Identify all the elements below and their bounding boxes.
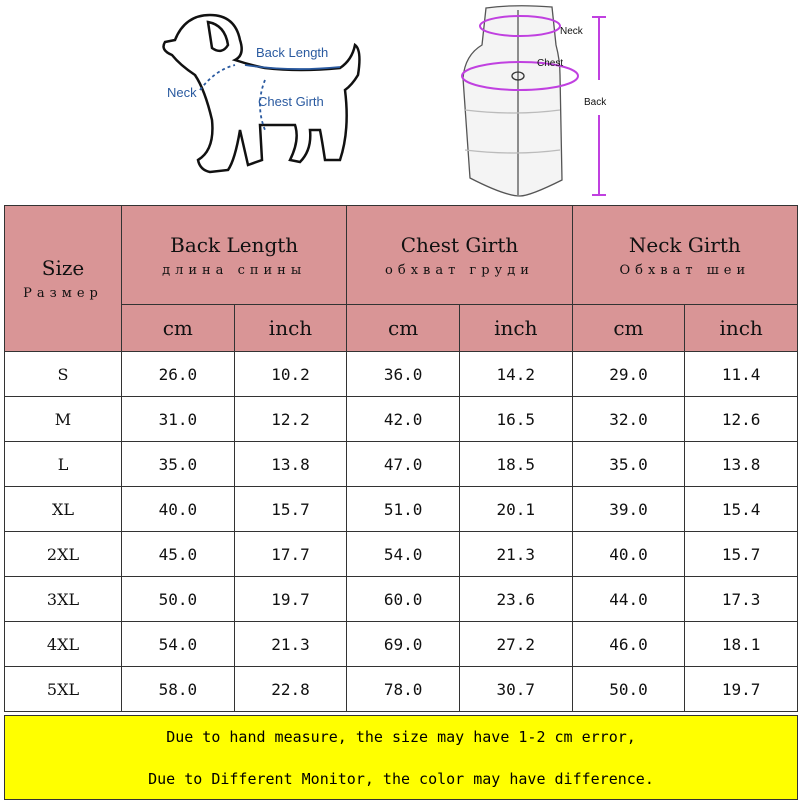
value-cell: 19.7 bbox=[233, 576, 348, 622]
value-cell: 47.0 bbox=[346, 441, 460, 487]
value-cell: 78.0 bbox=[346, 666, 460, 712]
unit-header: inch bbox=[233, 304, 348, 352]
value-cell: 15.7 bbox=[233, 486, 348, 532]
vest-label-chest: Chest bbox=[537, 58, 563, 69]
value-cell: 36.0 bbox=[346, 351, 460, 397]
value-cell: 40.0 bbox=[121, 486, 235, 532]
header-size: Size Размер bbox=[4, 205, 122, 352]
vest-label-back: Back bbox=[584, 97, 607, 108]
value-cell: 19.7 bbox=[684, 666, 798, 712]
unit-header: cm bbox=[121, 304, 235, 352]
value-cell: 54.0 bbox=[346, 531, 460, 577]
value-cell: 20.1 bbox=[458, 486, 573, 532]
table-row: XL 40.0 15.7 51.0 20.1 39.0 15.4 bbox=[4, 486, 798, 532]
value-cell: 50.0 bbox=[571, 666, 686, 712]
value-cell: 54.0 bbox=[121, 621, 235, 667]
value-cell: 18.5 bbox=[458, 441, 573, 487]
unit-header: inch bbox=[684, 304, 798, 352]
value-cell: 58.0 bbox=[121, 666, 235, 712]
value-cell: 35.0 bbox=[571, 441, 686, 487]
unit-header: inch bbox=[458, 304, 573, 352]
vest-label-neck: Neck bbox=[560, 26, 584, 37]
value-cell: 15.7 bbox=[684, 531, 798, 577]
value-cell: 22.8 bbox=[233, 666, 348, 712]
value-cell: 12.2 bbox=[233, 396, 348, 442]
value-cell: 45.0 bbox=[121, 531, 235, 577]
value-cell: 26.0 bbox=[121, 351, 235, 397]
value-cell: 11.4 bbox=[684, 351, 798, 397]
disclaimer-line: Due to Different Monitor, the color may … bbox=[148, 770, 654, 788]
value-cell: 39.0 bbox=[571, 486, 686, 532]
value-cell: 12.6 bbox=[684, 396, 798, 442]
size-cell: XL bbox=[4, 486, 122, 532]
dog-drawing bbox=[162, 13, 361, 174]
value-cell: 13.8 bbox=[684, 441, 798, 487]
value-cell: 32.0 bbox=[571, 396, 686, 442]
disclaimer-line: Due to hand measure, the size may have 1… bbox=[166, 728, 636, 746]
value-cell: 29.0 bbox=[571, 351, 686, 397]
value-cell: 23.6 bbox=[458, 576, 573, 622]
disclaimer-box: Due to hand measure, the size may have 1… bbox=[4, 715, 798, 800]
value-cell: 60.0 bbox=[346, 576, 460, 622]
dog-label-neck: Neck bbox=[167, 85, 197, 100]
header-neck-girth: Neck Girth Обхват шеи bbox=[571, 205, 799, 305]
size-cell: L bbox=[4, 441, 122, 487]
size-cell: 2XL bbox=[4, 531, 122, 577]
group-header-en: Chest Girth bbox=[400, 232, 519, 257]
size-header-ru: Размер bbox=[23, 286, 103, 301]
vest-drawing bbox=[462, 5, 563, 197]
group-header-en: Neck Girth bbox=[628, 232, 741, 257]
value-cell: 40.0 bbox=[571, 531, 686, 577]
value-cell: 18.1 bbox=[684, 621, 798, 667]
value-cell: 21.3 bbox=[458, 531, 573, 577]
value-cell: 16.5 bbox=[458, 396, 573, 442]
group-header-ru: обхват груди bbox=[385, 262, 534, 278]
value-cell: 46.0 bbox=[571, 621, 686, 667]
value-cell: 30.7 bbox=[458, 666, 573, 712]
size-chart-table: Size Размер Back Length длина спины Ches… bbox=[4, 205, 799, 712]
value-cell: 50.0 bbox=[121, 576, 235, 622]
value-cell: 17.7 bbox=[233, 531, 348, 577]
group-header-ru: Обхват шеи bbox=[619, 262, 751, 278]
size-header-en: Size bbox=[41, 256, 85, 280]
dog-label-chest-girth: Chest Girth bbox=[258, 94, 324, 109]
table-row: S 26.0 10.2 36.0 14.2 29.0 11.4 bbox=[4, 351, 798, 397]
size-cell: S bbox=[4, 351, 122, 397]
value-cell: 14.2 bbox=[458, 351, 573, 397]
value-cell: 51.0 bbox=[346, 486, 460, 532]
value-cell: 69.0 bbox=[346, 621, 460, 667]
value-cell: 10.2 bbox=[233, 351, 348, 397]
table-row: L 35.0 13.8 47.0 18.5 35.0 13.8 bbox=[4, 441, 798, 487]
size-cell: 3XL bbox=[4, 576, 122, 622]
measurement-illustration: Back Length Neck Chest Girth Neck Chest … bbox=[162, 5, 607, 197]
vest-annotation-lines bbox=[461, 15, 606, 196]
unit-header: cm bbox=[571, 304, 686, 352]
size-cell: M bbox=[4, 396, 122, 442]
unit-header: cm bbox=[346, 304, 460, 352]
value-cell: 44.0 bbox=[571, 576, 686, 622]
table-row: 4XL 54.0 21.3 69.0 27.2 46.0 18.1 bbox=[4, 621, 798, 667]
dog-label-back-length: Back Length bbox=[256, 45, 328, 60]
group-header-ru: длина спины bbox=[162, 262, 307, 278]
value-cell: 31.0 bbox=[121, 396, 235, 442]
group-header-en: Back Length bbox=[170, 232, 299, 257]
header-back-length: Back Length длина спины bbox=[120, 205, 348, 305]
value-cell: 17.3 bbox=[684, 576, 798, 622]
value-cell: 42.0 bbox=[346, 396, 460, 442]
table-row: 2XL 45.0 17.7 54.0 21.3 40.0 15.7 bbox=[4, 531, 798, 577]
table-row: M 31.0 12.2 42.0 16.5 32.0 12.6 bbox=[4, 396, 798, 442]
value-cell: 35.0 bbox=[121, 441, 235, 487]
header-chest-girth: Chest Girth обхват груди bbox=[346, 205, 573, 305]
dog-annotation-lines bbox=[199, 64, 341, 131]
size-cell: 4XL bbox=[4, 621, 122, 667]
value-cell: 21.3 bbox=[233, 621, 348, 667]
value-cell: 15.4 bbox=[684, 486, 798, 532]
table-row: 5XL 58.0 22.8 78.0 30.7 50.0 19.7 bbox=[4, 666, 798, 712]
value-cell: 13.8 bbox=[233, 441, 348, 487]
value-cell: 27.2 bbox=[458, 621, 573, 667]
table-row: 3XL 50.0 19.7 60.0 23.6 44.0 17.3 bbox=[4, 576, 798, 622]
size-cell: 5XL bbox=[4, 666, 122, 712]
